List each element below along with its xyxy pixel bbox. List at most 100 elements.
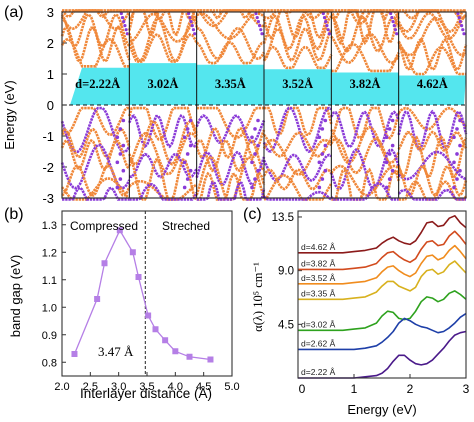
panel-c-plot: d=4.62 Å d=3.82 Å d=3.52 Å d=3.35 Å d=3.02 Å… [298,215,467,379]
band-segment [128,9,198,201]
band-marker [256,168,260,173]
panel-c-ylabel: α(λ) 10⁵ cm⁻¹ [251,262,265,332]
panel-b-region-left: Compressed [70,219,138,233]
band-marker [188,143,193,148]
conduction-band [196,9,265,28]
band-marker [387,177,392,181]
band-marker [390,143,395,148]
panel-c-axes: 0 1 2 3 13.5 9.0 4.5 [272,212,470,396]
valence-band [330,136,400,175]
conduction-band [262,9,332,40]
valence-band [129,152,198,179]
band-marker [460,24,464,28]
valence-band [60,138,131,171]
band-marker [390,15,394,20]
band-marker [118,177,123,181]
valence-band [195,150,266,187]
absorption-curve-label: d=3.82 Å [301,258,336,268]
panel-b-label: (b) [4,206,24,223]
valence-band [397,135,468,179]
valence-band [262,138,333,176]
band-marker [321,11,325,16]
panel-b-xtick-label: 5.0 [224,381,239,393]
conduction-band [128,33,198,63]
band-marker [387,127,392,131]
band-marker [325,24,329,28]
band-marker [189,20,193,24]
valence-band [397,188,466,201]
band-marker [124,28,128,32]
band-marker [323,118,328,123]
band-marker [317,185,322,190]
valence-band [262,168,333,191]
panel-b-ytick-label: 0.8 [42,357,57,369]
panel-c-xtick-label: 2 [407,382,414,396]
valence-band [61,106,130,136]
band-marker [323,143,328,148]
absorption-curve [298,260,467,301]
band-marker [118,152,123,156]
conduction-band [262,14,333,51]
conduction-band [397,37,468,72]
valence-band [128,113,198,149]
band-segment [262,9,333,201]
panel-c-ytick-label: 4.5 [278,319,294,331]
valence-band [397,150,467,181]
band-marker [320,127,325,131]
band-marker [259,28,263,32]
panel-c-xtick-label: 3 [463,382,470,396]
panel-c-ytick-label: 13.5 [272,212,294,224]
panel-b-ylabel: band gap (eV) [8,255,23,337]
panel-c: (c) α(λ) 10⁵ cm⁻¹ Energy (eV) 0 1 2 3 13.5 9.… [243,206,470,417]
valence-band [196,106,264,140]
valence-band [263,174,333,201]
band-marker [188,118,193,123]
band-marker [390,118,395,123]
valence-band [62,186,130,201]
panel-b-frame [61,210,233,377]
band-marker [253,177,257,181]
band-marker [317,135,322,140]
panel-b-ytick-label: 1.3 [42,220,57,232]
band-gap-point [101,260,108,267]
segment-label: 3.35Å [215,77,246,91]
panel-a: (a) Energy (eV) 3 2 1 0 -1 -2 -3 d=2.22Å 3.02Å 3… [2,4,468,206]
band-gap-point [94,296,101,302]
band-gap-point [152,326,159,333]
absorption-curve-label: d=3.52 Å [301,273,336,283]
panel-a-frame [61,11,467,199]
band-marker [326,28,330,32]
band-marker [255,15,259,20]
band-marker [250,185,254,190]
band-marker [322,15,327,20]
panel-b-xlabel: Interlayer distance (Å) [80,386,212,401]
panel-b-xtick-label: 4.0 [168,381,183,393]
valence-band [397,106,467,131]
gap-band [70,63,466,105]
valence-band [263,190,333,201]
band-marker [327,32,331,36]
band-marker [115,185,120,190]
valence-band [128,119,198,166]
band-marker [452,135,456,140]
band-marker [182,185,187,190]
band-marker [122,20,126,24]
valence-band [398,180,468,201]
panel-b-divider-label: 3.47 Å [98,344,134,359]
band-marker [118,127,123,131]
band-marker [324,20,328,24]
conduction-band [129,12,198,43]
band-marker [458,20,462,24]
panel-b-axes: 2.0 2.5 3.0 3.5 4.0 4.5 5.0 1.3 1.2 1.1 1.0 0.9 0.8 [42,220,240,393]
band-marker [190,24,194,28]
band-marker [387,152,392,156]
band-marker [119,11,123,16]
band-gap-point [135,274,142,280]
conduction-band [330,15,400,53]
band-marker [389,11,393,16]
valence-band [195,114,266,145]
band-marker [457,15,461,20]
panel-a-ylabel: Energy (eV) [2,80,17,149]
panel-b-plot [71,211,214,376]
band-marker [256,118,260,123]
